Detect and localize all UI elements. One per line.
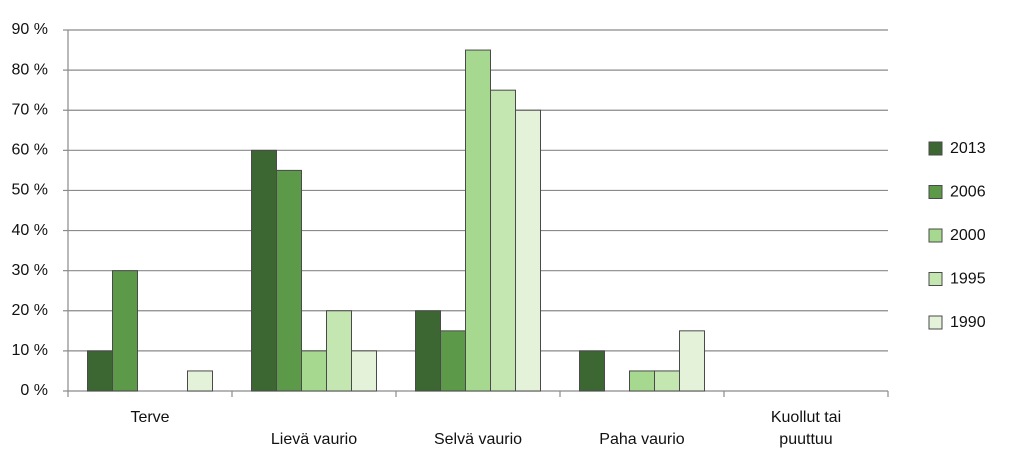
bar xyxy=(187,370,213,392)
x-tick-label: Terve xyxy=(130,409,170,426)
bar xyxy=(629,370,655,392)
legend-label: 2013 xyxy=(950,140,986,157)
bar xyxy=(515,109,541,392)
bar xyxy=(654,370,680,392)
legend-label: 2006 xyxy=(950,184,986,201)
legend-label: 2000 xyxy=(950,227,986,244)
bar xyxy=(415,310,441,392)
y-tick-label: 50 % xyxy=(12,182,48,199)
y-tick-label: 90 % xyxy=(12,21,48,38)
bar xyxy=(112,270,138,392)
bar xyxy=(579,350,605,392)
y-tick-label: 80 % xyxy=(12,61,48,78)
bar xyxy=(276,169,302,392)
legend-swatch xyxy=(928,315,943,330)
bar xyxy=(679,330,705,392)
x-tick-label: Lievä vaurio xyxy=(270,431,358,448)
x-tick-label: Selvä vaurio xyxy=(433,431,523,448)
bar xyxy=(251,149,277,392)
legend-label: 1995 xyxy=(950,271,986,288)
bar xyxy=(351,350,377,392)
y-tick-label: 40 % xyxy=(12,222,48,239)
y-tick-label: 20 % xyxy=(12,302,48,319)
y-tick-label: 30 % xyxy=(12,262,48,279)
x-tick-label: Kuollut tai puuttuu xyxy=(770,409,842,448)
bar xyxy=(326,310,352,392)
bar xyxy=(465,49,491,392)
legend-swatch xyxy=(928,272,943,286)
y-tick-label: 60 % xyxy=(12,142,48,159)
legend-label: 1990 xyxy=(950,314,986,331)
bar xyxy=(440,330,466,392)
bar xyxy=(301,350,327,392)
legend-swatch xyxy=(928,141,943,156)
y-tick-label: 0 % xyxy=(20,382,48,399)
y-tick-label: 10 % xyxy=(12,342,48,359)
bar xyxy=(490,89,516,392)
x-tick-label: Paha vaurio xyxy=(599,431,685,448)
bar xyxy=(87,350,113,392)
legend-swatch xyxy=(928,185,943,199)
y-tick-label: 70 % xyxy=(12,101,48,118)
legend-swatch xyxy=(928,228,943,243)
